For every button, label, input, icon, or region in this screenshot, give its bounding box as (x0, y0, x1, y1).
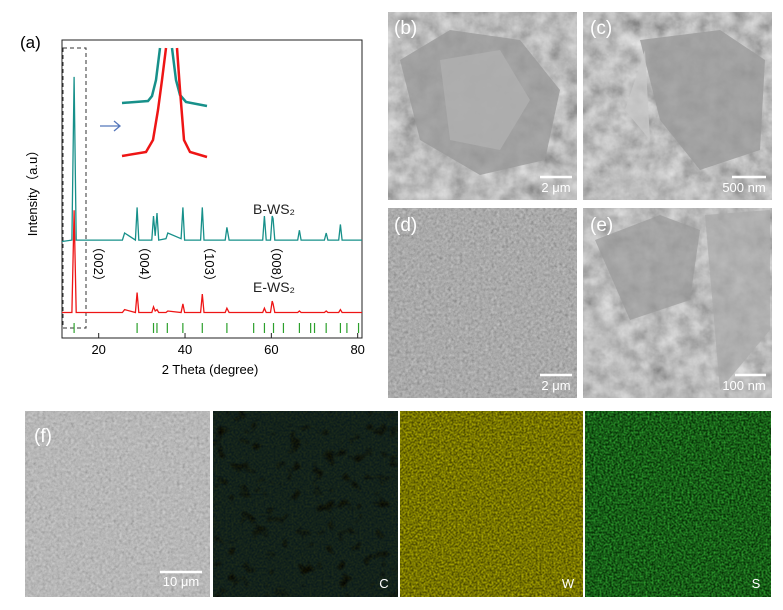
sem-panel (388, 208, 577, 398)
panel-label: (c) (590, 18, 612, 39)
scale-bar-label: 100 nm (722, 378, 765, 393)
element-label: C (379, 576, 388, 591)
y-axis-label: Intensity（a.u） (25, 144, 40, 237)
x-tick-label: 80 (350, 342, 364, 357)
eds-panel (25, 411, 210, 597)
plot-frame (61, 39, 363, 339)
panel-label: (b) (394, 18, 417, 39)
scale-bar-label: 2 μm (541, 180, 570, 195)
scale-bar-label: 10 μm (163, 574, 199, 589)
panel-label: (d) (394, 215, 417, 236)
element-label: S (752, 576, 761, 591)
scale-bar-label: 500 nm (722, 180, 765, 195)
peak-annotation: （103） (202, 240, 217, 288)
eds-panel (400, 411, 583, 597)
peak-annotation: （004） (137, 240, 152, 288)
scale-bar-label: 2 μm (541, 378, 570, 393)
x-tick-label: 60 (264, 342, 278, 357)
zoom-box (62, 47, 87, 329)
x-tick-label: 40 (178, 342, 192, 357)
series-line (61, 76, 362, 243)
sem-panel (583, 208, 772, 398)
panel-label: (a) (20, 33, 41, 52)
series-line (62, 210, 362, 314)
eds-panel (213, 411, 398, 597)
series-label: E-WS₂ (253, 279, 295, 295)
sem-panel (388, 12, 577, 200)
sem-panel (583, 12, 772, 200)
inset-curve (121, 47, 208, 159)
series-label: B-WS₂ (253, 201, 295, 217)
peak-annotation: （002） (91, 240, 106, 288)
panel-label: (f) (34, 426, 52, 447)
x-axis-label: 2 Theta (degree) (162, 362, 259, 377)
panel-label: (e) (590, 215, 613, 236)
inset-arrow (100, 120, 122, 132)
xrd-chart: (a) 2 Theta (degree) Intensity（a.u） 20 40… (20, 33, 365, 377)
eds-panel (585, 411, 771, 597)
x-tick-label: 20 (91, 342, 105, 357)
peak-annotation: （008） (269, 240, 284, 288)
element-label: W (562, 576, 575, 591)
